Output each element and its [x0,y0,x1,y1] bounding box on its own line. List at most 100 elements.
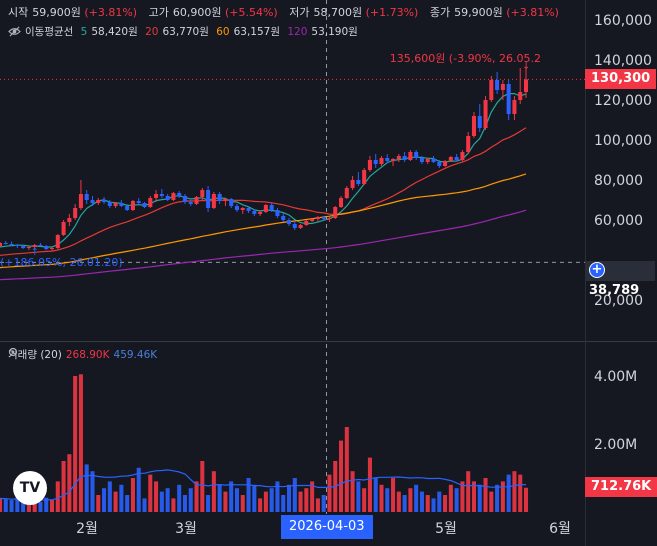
volume-bar [344,427,349,512]
volume-bar [90,471,95,512]
price-tick-label: 160,000 [594,13,652,29]
candle-body [437,162,442,166]
candle-body [78,194,83,208]
candle-body [67,218,72,222]
price-tick-label: 20,000 [594,293,643,309]
candle-body [489,80,494,100]
candle-body [15,245,20,246]
candle-body [119,203,124,206]
volume-bar [55,481,60,512]
volume-bar [477,484,482,512]
volume-bar [258,498,263,512]
volume-bar [154,481,159,512]
candle-body [373,160,378,164]
high-pct: (+5.54%) [224,6,278,19]
candle-body [194,197,199,204]
add-alert-icon[interactable]: + [589,262,605,278]
crosshair-price-tag: +38,789 [585,261,655,298]
candle-body [431,159,436,162]
candle-body [217,194,222,201]
price-tick-label: 140,000 [594,53,652,69]
candle-body [327,218,332,219]
candle-body [269,205,274,210]
candle-body [443,161,448,166]
volume-ma1: 268.90K [65,349,110,361]
crosshair-price-value: 38,789 [589,283,640,298]
candle-body [500,84,505,90]
ma60-period: 60 [216,26,230,38]
hide-eye-icon[interactable] [8,26,21,37]
volume-bar [38,501,43,512]
ma20-line [0,127,527,256]
candle-body [460,152,465,160]
candle-body [483,100,488,128]
candle-body [292,224,297,228]
volume-bar [350,471,355,512]
candle-body [38,245,43,246]
volume-bar [339,440,344,512]
candle-body [518,92,523,100]
volume-bar [200,461,205,512]
volume-bar [171,498,176,512]
low-marker-label: (+186.05%, 26.01.20) [0,256,123,269]
volume-bar [489,491,494,512]
candle-body [84,194,89,200]
volume-bar [281,495,286,512]
candle-body [304,221,309,225]
volume-bar [437,491,442,512]
crosshair-date-tag: 2026-04-03 [281,515,373,539]
candle-body [0,243,3,246]
volume-bar [396,491,401,512]
candle-body [211,194,216,208]
volume-bar [102,488,107,512]
volume-bar [500,481,505,512]
ma120-value: 53,190원 [311,26,358,38]
volume-bar [130,478,135,512]
volume-bar [211,471,216,512]
candle-body [165,196,170,200]
candle-body [90,200,95,203]
ma120-line [0,209,527,281]
volume-bar [483,478,488,512]
open-label: 시작 [8,6,29,19]
volume-bar [84,464,89,512]
tradingview-logo[interactable]: TV [13,471,47,505]
time-tick-label: 2월 [76,521,98,537]
candle-body [55,235,60,248]
volume-bar [49,500,55,512]
candle-body [471,116,477,136]
candle-body [362,170,367,184]
candle-body [512,100,517,114]
candle-body [9,244,14,245]
volume-bar [177,484,182,512]
ma60-line [0,173,527,269]
volume-bar [298,491,303,512]
volume-bar [471,481,477,512]
volume-bar [321,495,326,512]
candle-body [333,207,338,218]
candle-body [523,79,529,92]
candle-body [171,193,176,200]
ma5-line [0,93,527,248]
volume-bar [286,484,292,512]
candle-body [275,210,280,216]
candle-body [26,247,31,248]
candle-body [21,246,26,248]
volume-bar [0,498,3,512]
volume-bar [425,495,430,512]
candle-body [258,212,263,214]
hide-eye-icon[interactable] [8,347,18,357]
candle-body [339,198,344,207]
price-tick-label: 120,000 [594,93,652,109]
volume-bar [113,491,118,512]
volume-legend: 거래량 (20) 268.90K 459.46K [8,347,157,362]
candle-body [391,159,396,161]
volume-bar [443,495,448,512]
volume-bar [21,501,26,512]
candle-body [142,203,147,207]
price-tick-label: 80,000 [594,173,643,189]
candle-body [44,246,49,249]
candle-body [200,190,205,197]
candle-body [419,158,424,162]
